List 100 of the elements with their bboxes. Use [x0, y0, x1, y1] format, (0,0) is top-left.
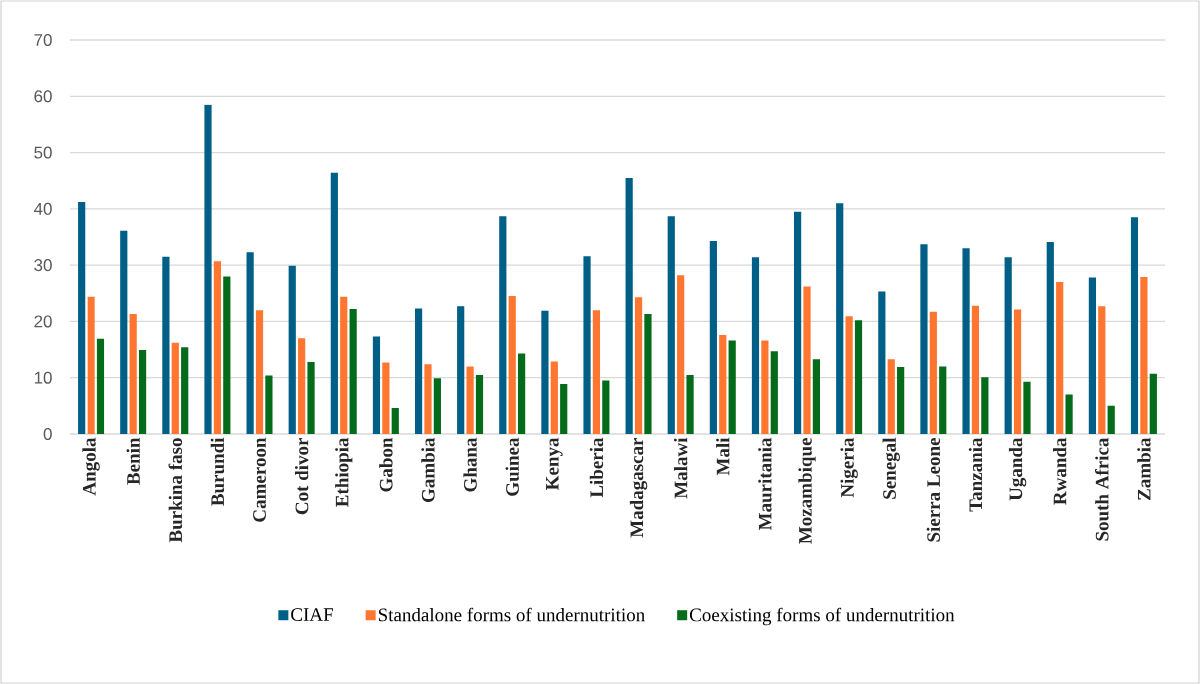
bar [1004, 257, 1012, 434]
bar [223, 276, 231, 434]
bar [667, 216, 675, 434]
bar [981, 377, 989, 434]
bar [330, 172, 338, 434]
bar [602, 380, 610, 434]
bar [1149, 373, 1157, 434]
bar [499, 216, 507, 434]
bar [761, 340, 769, 434]
y-tick-label: 40 [33, 202, 52, 215]
bar [129, 314, 137, 434]
bar [171, 342, 179, 434]
x-tick-label: Burundi [210, 437, 225, 506]
y-tick-label: 10 [34, 371, 52, 384]
bar [1065, 394, 1073, 434]
bar [644, 314, 652, 434]
bar [677, 275, 685, 434]
y-tick-label: 60 [34, 90, 52, 103]
bar [255, 310, 264, 434]
x-tick-label: Madagascar [629, 437, 648, 538]
x-tick-label: South Africa [1095, 437, 1109, 541]
bar [87, 296, 95, 434]
bar [634, 297, 643, 434]
x-tick-label: Cameroon [253, 437, 266, 522]
bar [96, 338, 105, 434]
bar [794, 211, 802, 434]
bar [181, 347, 189, 434]
x-tick-label: Kenya [546, 437, 563, 490]
x-tick-label: Ethiopia [335, 437, 353, 507]
x-tick-label: Gabon [379, 437, 393, 492]
bar [414, 308, 423, 434]
bar [1046, 242, 1054, 434]
bar [265, 375, 273, 434]
legend-label: Coexisting forms of undernutrition [689, 607, 955, 626]
bar [971, 305, 980, 434]
bar [550, 361, 558, 434]
bar [719, 334, 727, 434]
x-tick-label: Gambia [421, 437, 435, 503]
bar [1140, 276, 1148, 434]
bar [920, 244, 928, 434]
x-tick-label: Uganda [1008, 437, 1027, 501]
x-tick-label: Benin [126, 437, 140, 485]
bar [686, 374, 694, 434]
bar [433, 378, 441, 434]
x-tick-label: Mali [716, 437, 730, 476]
bar [382, 362, 390, 434]
bar [854, 320, 863, 434]
bar [78, 202, 86, 434]
bar [770, 351, 778, 434]
x-tick-label: Malawi [673, 437, 688, 499]
bar [1013, 309, 1022, 434]
bar [1088, 277, 1096, 434]
bar [592, 310, 601, 434]
bar [508, 296, 516, 434]
bar [836, 203, 844, 434]
bar [887, 359, 895, 434]
bar [340, 296, 348, 434]
x-tick-label: Cot divor [294, 437, 309, 515]
bar [475, 374, 484, 434]
bar [391, 408, 399, 434]
x-tick-label: Zambia [1137, 437, 1151, 500]
bar [349, 309, 357, 434]
bar [728, 340, 736, 434]
bar [812, 359, 820, 434]
bar [1098, 306, 1106, 434]
bar [213, 261, 222, 434]
bar [929, 311, 937, 434]
x-tick-label: Guinea [505, 437, 519, 496]
legend-label: Standalone forms of undernutrition [378, 607, 645, 622]
bar [204, 104, 212, 434]
x-tick-label: Burkina faso [168, 438, 183, 543]
bar [560, 383, 568, 434]
bar [897, 367, 905, 434]
bar [424, 364, 432, 434]
x-tick-label: Ghana [463, 437, 477, 492]
bar [751, 257, 760, 434]
bar [372, 336, 381, 434]
bar [962, 248, 970, 434]
x-tick-label: Mozambique [798, 438, 816, 544]
x-tick-label: Sierra Leone [926, 438, 941, 542]
x-tick-label: Nigeria [840, 437, 858, 498]
bar [878, 291, 886, 434]
bar [583, 256, 591, 434]
y-tick-label: 20 [34, 315, 52, 328]
bar [307, 361, 315, 434]
x-tick-label: Senegal [882, 437, 900, 499]
bar [246, 252, 254, 434]
bar [162, 256, 170, 434]
bar [1056, 282, 1064, 434]
bar [1023, 381, 1031, 434]
bar [1130, 217, 1139, 434]
x-tick-label: Rwanda [1053, 437, 1067, 505]
y-tick-label: 0 [43, 427, 52, 441]
bar [298, 338, 306, 434]
bar [288, 265, 296, 434]
bar [518, 353, 526, 434]
bar [466, 366, 474, 434]
x-tick-label: Mauritania [758, 437, 772, 531]
bar [138, 350, 147, 434]
x-tick-label: Tanzania [968, 437, 983, 512]
